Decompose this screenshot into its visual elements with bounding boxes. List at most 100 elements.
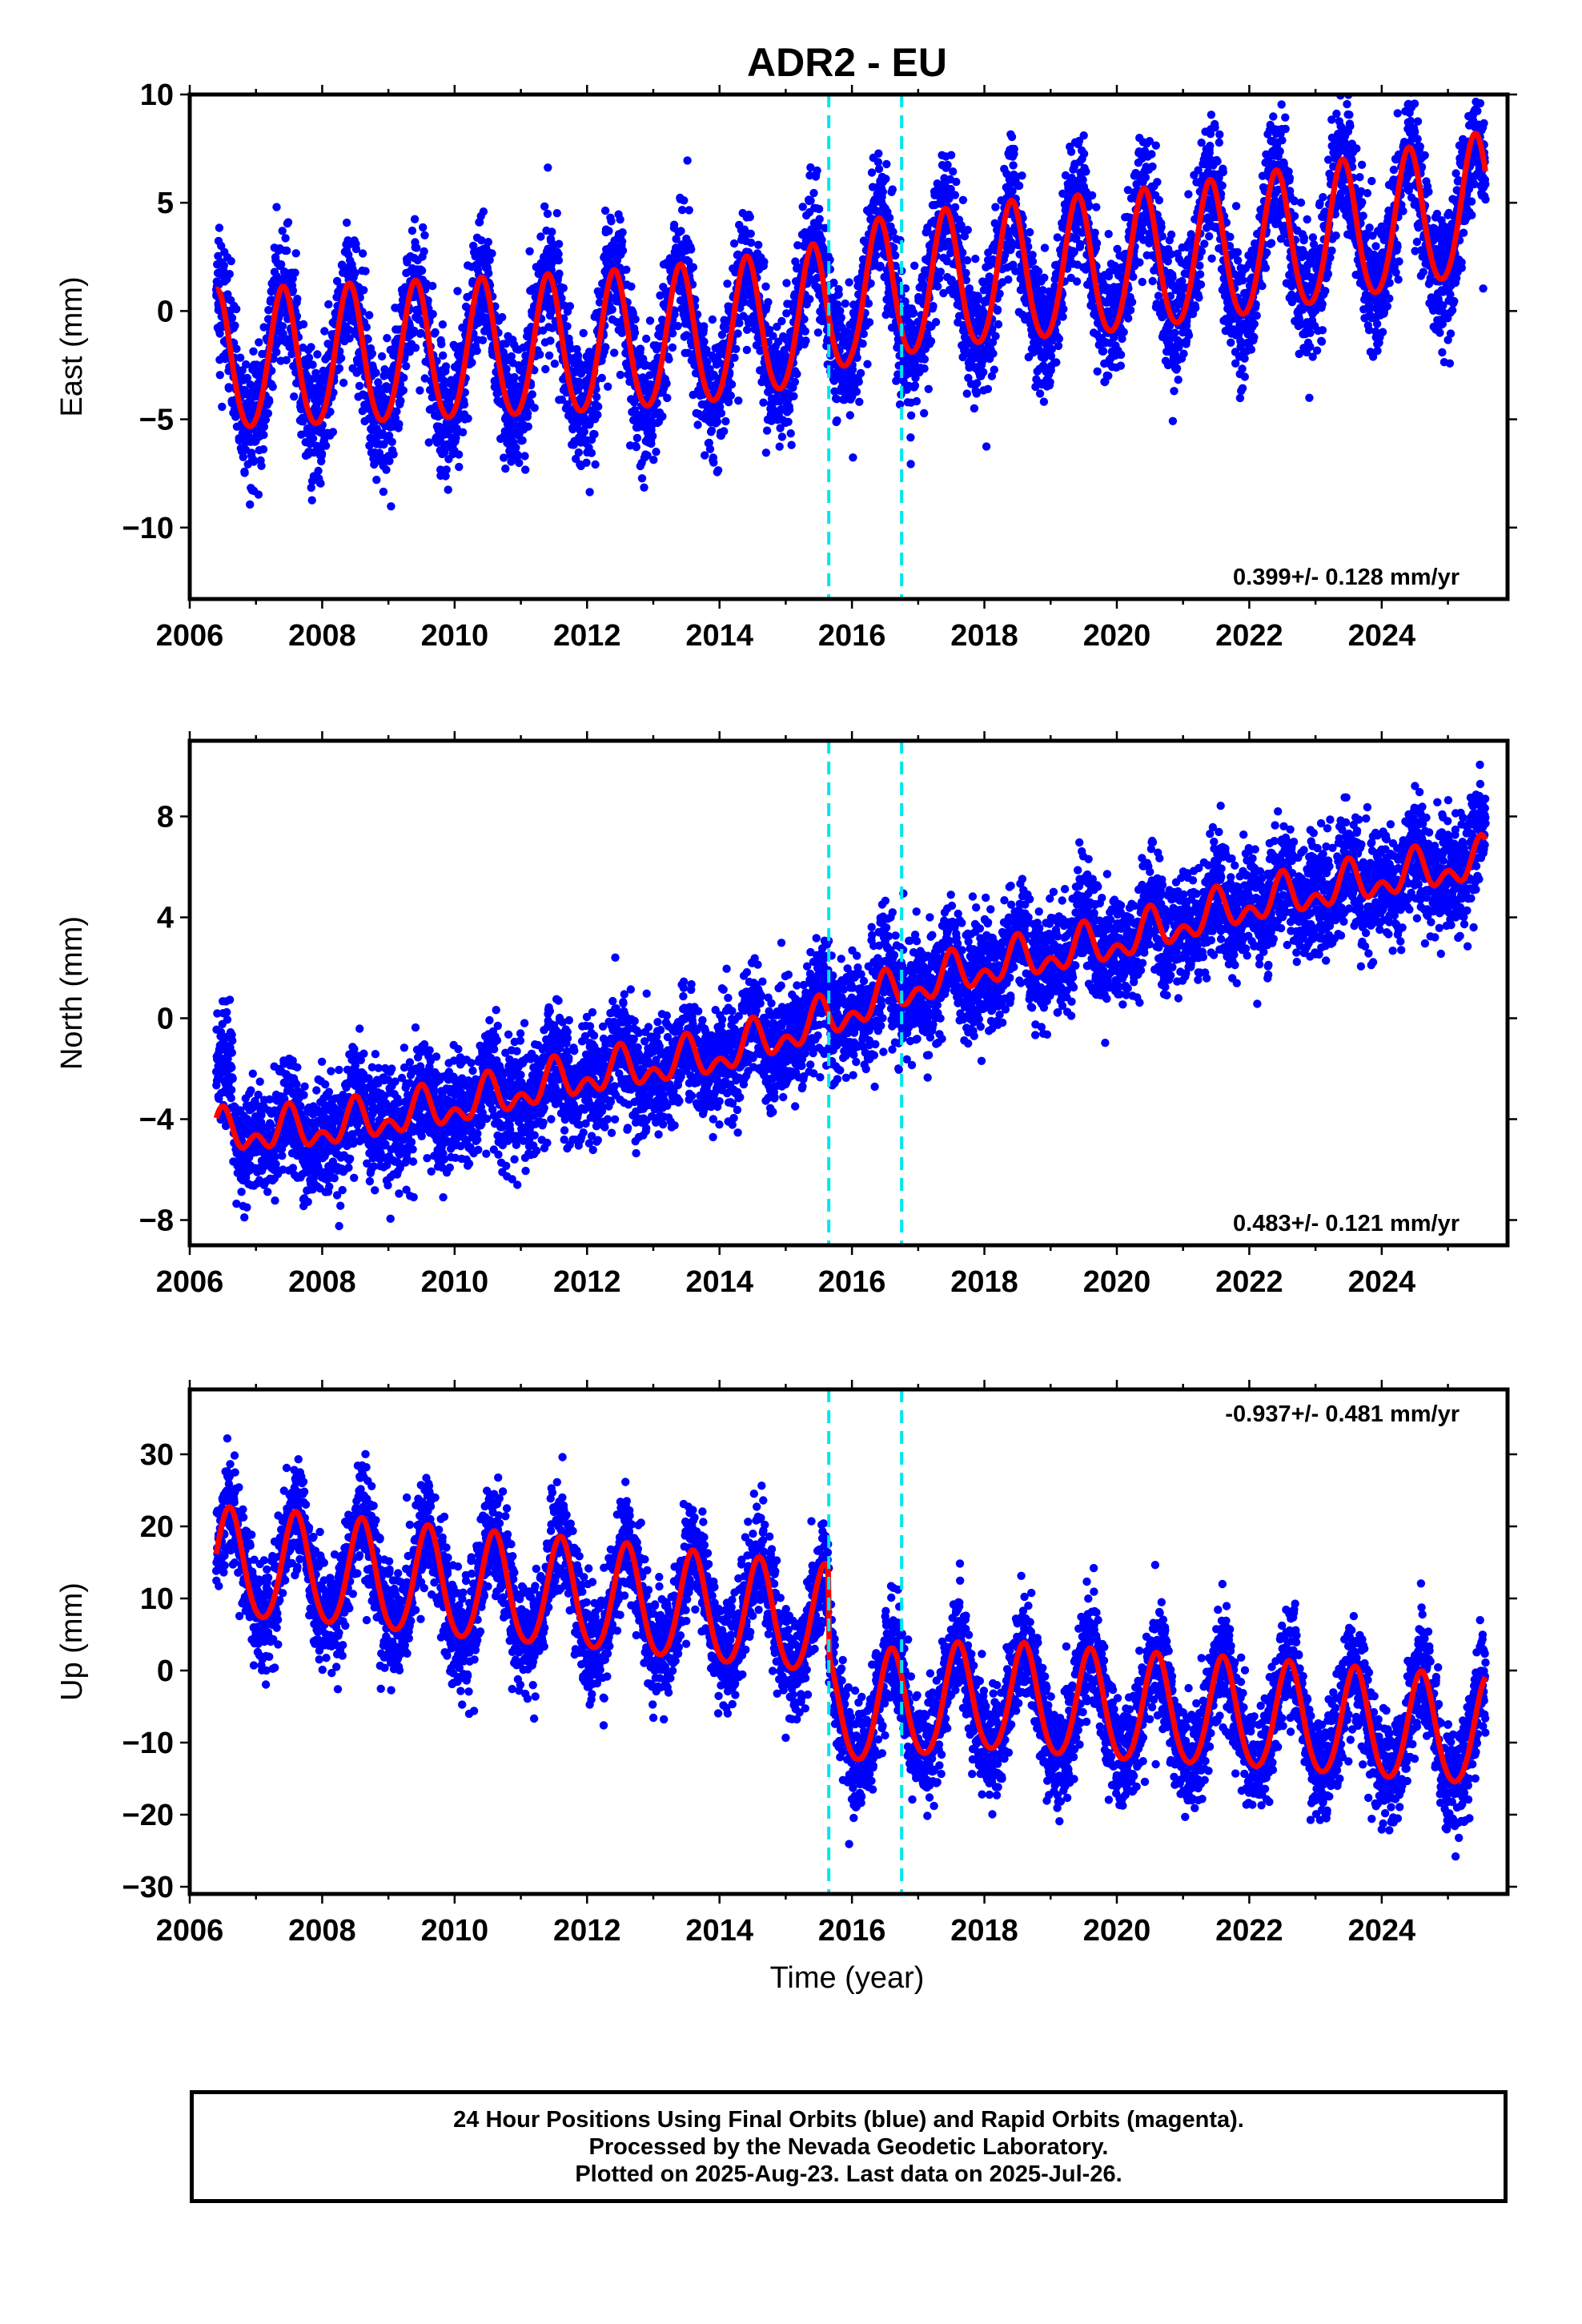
east-point	[375, 448, 384, 457]
east-point	[320, 327, 329, 336]
east-point	[456, 348, 465, 356]
east-point	[277, 260, 286, 269]
east-point	[1104, 372, 1113, 380]
east-point	[1153, 178, 1162, 187]
east-point	[849, 453, 857, 462]
east-point	[307, 496, 316, 505]
east-point	[1158, 231, 1166, 241]
east-point	[689, 263, 698, 271]
east-point	[361, 267, 370, 275]
east-point	[215, 223, 224, 232]
east-point	[837, 313, 845, 322]
east-point	[833, 416, 841, 425]
east-point	[889, 227, 897, 236]
east-point	[754, 240, 763, 249]
east-point	[365, 441, 374, 450]
east-point	[412, 243, 421, 252]
east-point	[308, 360, 317, 369]
east-point	[416, 386, 424, 395]
east-point	[565, 302, 575, 311]
east-point	[454, 450, 464, 459]
east-point	[520, 452, 529, 460]
east-point	[1104, 230, 1113, 239]
east-point	[338, 260, 347, 269]
east-point	[845, 411, 855, 420]
east-point	[326, 408, 335, 416]
east-point	[402, 362, 411, 371]
east-point	[1054, 341, 1063, 351]
east-point	[540, 202, 549, 211]
east-point	[616, 370, 625, 380]
east-point	[784, 417, 793, 426]
east-point	[243, 373, 251, 383]
east-point	[845, 278, 853, 287]
east-point	[592, 392, 601, 401]
east-point	[259, 422, 269, 432]
east-point	[1052, 358, 1061, 367]
east-point	[950, 203, 960, 211]
east-point	[261, 416, 271, 424]
east-point	[673, 321, 682, 331]
east-point	[594, 402, 603, 411]
east-point	[259, 430, 268, 440]
east-point	[293, 295, 302, 304]
east-point	[963, 225, 973, 235]
east-point	[1148, 276, 1157, 286]
east-point	[934, 282, 942, 291]
east-point	[1135, 258, 1144, 267]
east-point	[232, 304, 241, 314]
east-point	[627, 282, 636, 291]
east-point	[746, 229, 755, 238]
east-point	[652, 448, 661, 456]
east-point	[291, 268, 299, 277]
east-point	[437, 340, 446, 348]
east-point	[1093, 367, 1102, 376]
east-point	[530, 404, 539, 412]
east-point	[1098, 347, 1108, 356]
east-point	[544, 163, 552, 172]
east-point	[580, 427, 588, 436]
east-point	[906, 411, 916, 420]
east-point	[484, 269, 493, 278]
east-point	[328, 428, 338, 436]
east-point	[709, 458, 718, 467]
east-point	[484, 238, 492, 247]
east-point	[1124, 314, 1133, 323]
east-point	[601, 343, 610, 352]
east-point	[1039, 397, 1049, 406]
east-point	[513, 451, 523, 460]
east-point	[555, 269, 564, 278]
east-point	[419, 223, 428, 232]
east-point	[420, 231, 429, 239]
east-point	[377, 352, 387, 361]
east-point	[874, 164, 884, 174]
east-point	[546, 336, 555, 345]
east-point	[255, 338, 263, 347]
east-point	[308, 434, 318, 443]
east-point	[240, 468, 249, 477]
east-point	[313, 350, 322, 359]
east-point	[498, 312, 507, 322]
east-point	[235, 436, 243, 445]
east-point	[1129, 272, 1138, 281]
east-point	[1066, 147, 1076, 156]
east-point	[507, 352, 516, 361]
east-point	[460, 388, 469, 397]
east-point	[563, 322, 572, 331]
east-point	[645, 316, 655, 325]
east-point	[729, 239, 739, 248]
east-point	[647, 439, 656, 448]
east-point	[759, 398, 768, 407]
east-point	[239, 452, 247, 461]
east-point	[400, 373, 408, 382]
east-point	[685, 206, 693, 215]
east-point	[733, 329, 742, 338]
east-point	[863, 360, 872, 368]
east-point	[1157, 223, 1166, 231]
east-point	[272, 348, 281, 356]
east-point	[1014, 181, 1024, 191]
east-point	[587, 448, 596, 457]
east-point	[1004, 275, 1013, 284]
east-point	[554, 255, 564, 265]
